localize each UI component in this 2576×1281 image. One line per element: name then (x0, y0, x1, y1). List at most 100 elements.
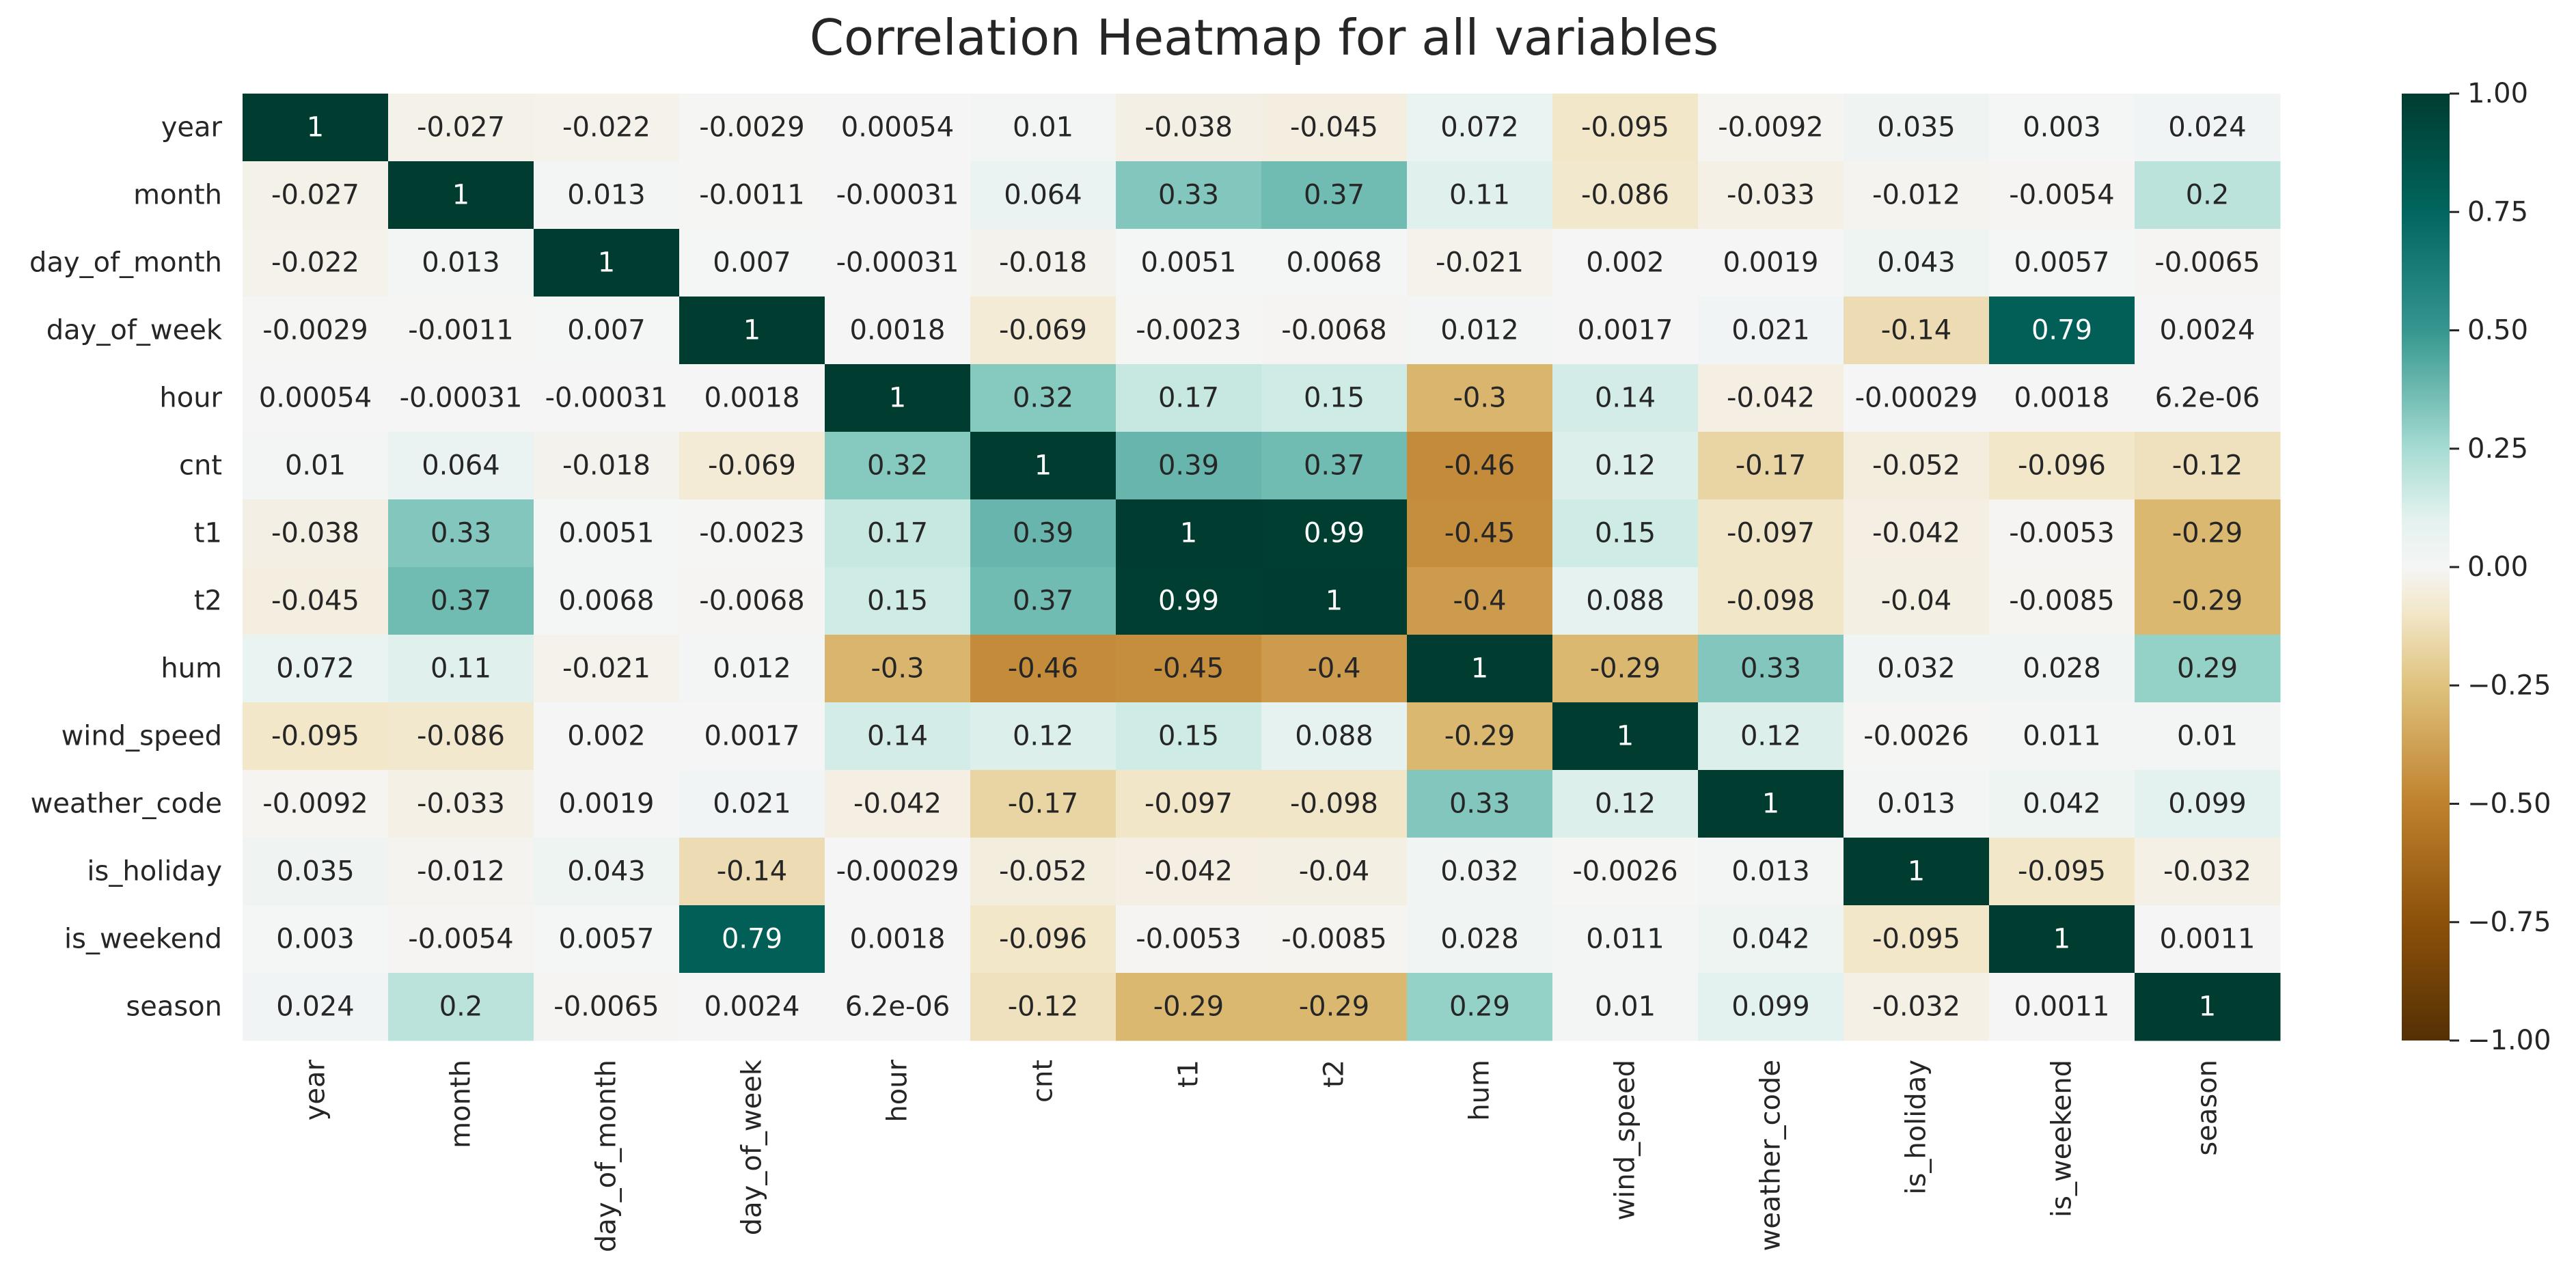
heatmap-cell (388, 838, 534, 906)
cell-value-label: 0.007 (567, 315, 646, 346)
heatmap-cell (970, 94, 1116, 162)
heatmap-cell (1261, 94, 1408, 162)
heatmap-cell (1261, 770, 1408, 838)
heatmap-cell (2135, 838, 2281, 906)
y-tick-label: day_of_month (29, 247, 222, 279)
cell-value-label: 0.33 (430, 518, 491, 549)
heatmap-cell (2135, 364, 2281, 432)
cell-value-label: 0.028 (1440, 924, 1519, 955)
heatmap-cell (1698, 838, 1844, 906)
heatmap-cell (1552, 432, 1699, 500)
heatmap-cell (825, 161, 971, 230)
cell-value-label: 0.002 (567, 721, 646, 752)
cell-value-label: 0.064 (1004, 180, 1082, 211)
cell-value-label: -0.46 (1444, 450, 1516, 482)
heatmap-cell (1261, 567, 1408, 635)
cell-value-label: 0.013 (422, 247, 500, 279)
cell-value-label: -0.0054 (2009, 180, 2114, 211)
heatmap-cell (1844, 702, 1990, 771)
cell-value-label: 0.12 (1740, 721, 1801, 752)
cell-value-label: 0.0051 (1141, 247, 1237, 279)
x-tick-label: t1 (1173, 1060, 1205, 1088)
cell-value-label: 0.0024 (2160, 315, 2256, 346)
cell-value-label: 0.013 (1731, 856, 1810, 887)
heatmap-cell (1116, 94, 1262, 162)
heatmap-cell (825, 702, 971, 771)
cell-value-label: 0.0017 (1578, 315, 1673, 346)
heatmap-cell (1989, 973, 2135, 1041)
heatmap-cell (1698, 905, 1844, 974)
heatmap-cell (825, 432, 971, 500)
colorbar-tick-label: −0.25 (2467, 670, 2551, 701)
heatmap-cell (1844, 973, 1990, 1041)
cell-value-label: 1 (1326, 586, 1343, 617)
heatmap-cell (2135, 432, 2281, 500)
heatmap-cell (679, 770, 825, 838)
x-tick-label: year (300, 1059, 331, 1120)
cell-value-label: -0.096 (999, 924, 1087, 955)
cell-value-label: -0.45 (1444, 518, 1516, 549)
heatmap-cell (1698, 770, 1844, 838)
heatmap-cell (2135, 229, 2281, 297)
heatmap-cell (825, 499, 971, 568)
cell-value-label: 0.0019 (559, 788, 655, 820)
cell-value-label: -0.29 (2172, 586, 2243, 617)
y-tick-label: month (133, 180, 222, 211)
cell-value-label: 0.011 (1586, 924, 1664, 955)
y-tick-label: is_holiday (87, 856, 222, 887)
x-tick-label: day_of_week (737, 1059, 768, 1235)
cell-value-label: 0.15 (867, 586, 928, 617)
cell-value-label: -0.032 (2163, 856, 2251, 887)
cell-value-label: -0.097 (1145, 788, 1233, 820)
heatmap-cell (970, 905, 1116, 974)
heatmap-cell (1844, 94, 1990, 162)
x-tick-label: is_holiday (1901, 1060, 1932, 1195)
heatmap-cell (1844, 770, 1990, 838)
cell-value-label: 0.0011 (2160, 924, 2256, 955)
cell-value-label: 0.0068 (1287, 247, 1382, 279)
heatmap-cell (1116, 499, 1262, 568)
heatmap-cell (243, 94, 389, 162)
cell-value-label: 0.01 (285, 450, 346, 482)
heatmap-cell (970, 499, 1116, 568)
heatmap-cell (1116, 905, 1262, 974)
colorbar-tick-label: −1.00 (2467, 1025, 2551, 1056)
heatmap-cell (825, 838, 971, 906)
heatmap-cell (1116, 432, 1262, 500)
cell-value-label: -0.069 (999, 315, 1087, 346)
heatmap-cell (2135, 161, 2281, 230)
heatmap-cell (1552, 905, 1699, 974)
cell-value-label: -0.12 (1008, 991, 1079, 1023)
heatmap-cell (1989, 905, 2135, 974)
heatmap-cell (1698, 94, 1844, 162)
cell-value-label: -0.045 (1290, 112, 1378, 143)
cell-value-label: -0.0023 (699, 518, 804, 549)
cell-value-label: -0.095 (1581, 112, 1669, 143)
heatmap-cell (1989, 297, 2135, 365)
cell-value-label: -0.0011 (408, 315, 513, 346)
cell-value-label: 0.007 (713, 247, 791, 279)
cell-value-label: 0.0051 (559, 518, 655, 549)
heatmap-cell (534, 702, 680, 771)
heatmap-cell (825, 635, 971, 703)
x-tick-label: hour (882, 1059, 914, 1122)
y-tick-label: cnt (179, 450, 222, 482)
cell-value-label: 1 (1762, 788, 1779, 820)
cell-value-label: 1 (743, 315, 761, 346)
cell-value-label: 0.035 (276, 856, 355, 887)
cell-value-label: -0.032 (1872, 991, 1960, 1023)
heatmap-cell (1698, 161, 1844, 230)
heatmap-cell (1261, 432, 1408, 500)
cell-value-label: 0.0018 (2014, 383, 2110, 414)
cell-value-label: 0.12 (1013, 721, 1073, 752)
heatmap-cell (388, 94, 534, 162)
cell-value-label: 1 (1034, 450, 1052, 482)
heatmap-cell (1261, 161, 1408, 230)
heatmap-cell (2135, 973, 2281, 1041)
heatmap-cell (1989, 838, 2135, 906)
cell-value-label: 0.011 (2023, 721, 2101, 752)
cell-value-label: -0.29 (1299, 991, 1370, 1023)
y-tick-label: hum (161, 653, 222, 685)
heatmap-cell (534, 161, 680, 230)
